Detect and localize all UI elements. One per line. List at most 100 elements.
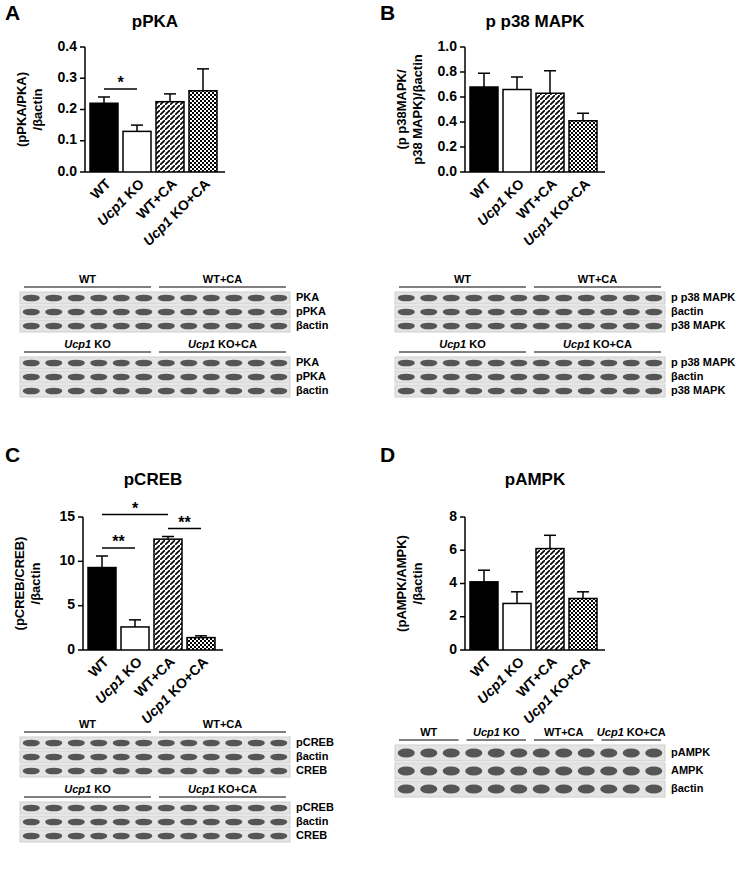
blot-band — [488, 767, 505, 776]
blot-row-label: AMPK — [671, 764, 703, 776]
panel: DpAMPK(pAMPK/AMPK)/βactin02468WTUcp1 KOW… — [380, 443, 710, 797]
significance-label: ** — [112, 533, 125, 550]
panel: Bp p38 MAPK(p p38MAPK/p38 MAPK)/βactin0.… — [380, 1, 735, 397]
blot-band — [645, 749, 662, 758]
error-line — [483, 570, 485, 582]
blot-band — [23, 754, 40, 761]
blot-band — [465, 360, 482, 367]
blot-row-label: p p38 MAPK — [671, 356, 735, 368]
blot-band — [600, 360, 617, 367]
marks-inner — [470, 535, 597, 650]
error-cap — [195, 635, 207, 637]
error-line — [582, 113, 584, 121]
blot-band — [68, 805, 85, 812]
blot-group-label: Ucp1 KO+CA — [597, 726, 666, 738]
blot-band — [135, 388, 152, 395]
blot-band — [135, 754, 152, 761]
blot-band — [443, 749, 460, 758]
blot-row-label: pCREB — [296, 736, 334, 748]
blot-band — [23, 740, 40, 747]
blot-band — [203, 833, 220, 840]
blot-band — [645, 374, 662, 381]
y-tick-label: 0 — [67, 641, 75, 657]
blot-band — [555, 360, 572, 367]
blot-group-line — [159, 731, 286, 732]
blot-band — [398, 749, 415, 758]
blot-band — [600, 767, 617, 776]
blot-band — [248, 740, 265, 747]
error-cap — [131, 124, 143, 126]
blot-band — [533, 309, 550, 316]
blot-band — [465, 309, 482, 316]
y-label: (pAMPK/AMPK) — [394, 535, 409, 632]
blot-band — [135, 374, 152, 381]
y-tick-label: 0 — [449, 641, 457, 657]
blot-band — [600, 295, 617, 302]
y-tick — [460, 171, 465, 173]
blot-band — [90, 819, 107, 826]
blot-band — [158, 754, 175, 761]
blot-band — [225, 805, 242, 812]
blot-strip — [395, 781, 665, 797]
marks — [90, 69, 217, 172]
blot-band — [158, 374, 175, 381]
y-tick-label: 0.2 — [438, 138, 458, 154]
blot-band — [623, 323, 640, 330]
category-label: Ucp1 KO+CA — [138, 653, 211, 726]
blot-band — [645, 388, 662, 395]
blot-group-line — [467, 739, 527, 740]
blot-band — [180, 805, 197, 812]
blot-band — [420, 309, 437, 316]
y-label: (p p38MAPK/ — [394, 69, 409, 150]
blot-band — [45, 323, 62, 330]
y-tick-label: 4 — [449, 574, 457, 590]
blot-band — [180, 833, 197, 840]
blot-band — [555, 374, 572, 381]
blot-band — [113, 833, 130, 840]
y-tick — [460, 516, 465, 518]
blot-band — [203, 295, 220, 302]
panel-letter: C — [5, 443, 20, 466]
bar — [536, 549, 564, 650]
blot-band — [488, 360, 505, 367]
blot-band — [225, 295, 242, 302]
blot-row-label: pCREB — [296, 801, 334, 813]
blot-band — [465, 767, 482, 776]
blot-band — [645, 767, 662, 776]
label-part: KO — [498, 653, 527, 682]
error-line — [103, 97, 105, 103]
error-bar — [129, 620, 141, 627]
blot-band — [180, 309, 197, 316]
blot-row-label: βactin — [296, 319, 329, 331]
blot-band — [225, 323, 242, 330]
error-bar — [162, 537, 174, 540]
blot-band — [45, 833, 62, 840]
blot-band — [248, 388, 265, 395]
blot-band — [45, 374, 62, 381]
blot-strip — [20, 357, 290, 369]
blot-band — [398, 767, 415, 776]
blot-band — [398, 323, 415, 330]
category-label: Ucp1 KO — [474, 653, 527, 706]
blot-band — [225, 768, 242, 775]
bar — [569, 598, 597, 650]
blot-row-label: βactin — [671, 305, 704, 317]
blot-band — [555, 767, 572, 776]
blot-band — [68, 740, 85, 747]
blot-strip — [395, 357, 665, 369]
blot-band — [398, 388, 415, 395]
italic-part: Ucp1 — [439, 338, 466, 350]
error-line — [136, 125, 138, 131]
category-label: Ucp1 KO+CA — [520, 175, 593, 248]
y-tick — [78, 516, 83, 518]
bar — [569, 121, 597, 172]
italic-part: Ucp1 — [473, 726, 500, 738]
blot-band — [398, 785, 415, 794]
blot-group-label: WT+CA — [203, 273, 242, 285]
blot-band — [113, 754, 130, 761]
y-tick — [460, 121, 465, 123]
blot-band — [623, 388, 640, 395]
blot-row-label: p38 MAPK — [671, 384, 725, 396]
bar — [536, 93, 564, 172]
blot-band — [510, 374, 527, 381]
